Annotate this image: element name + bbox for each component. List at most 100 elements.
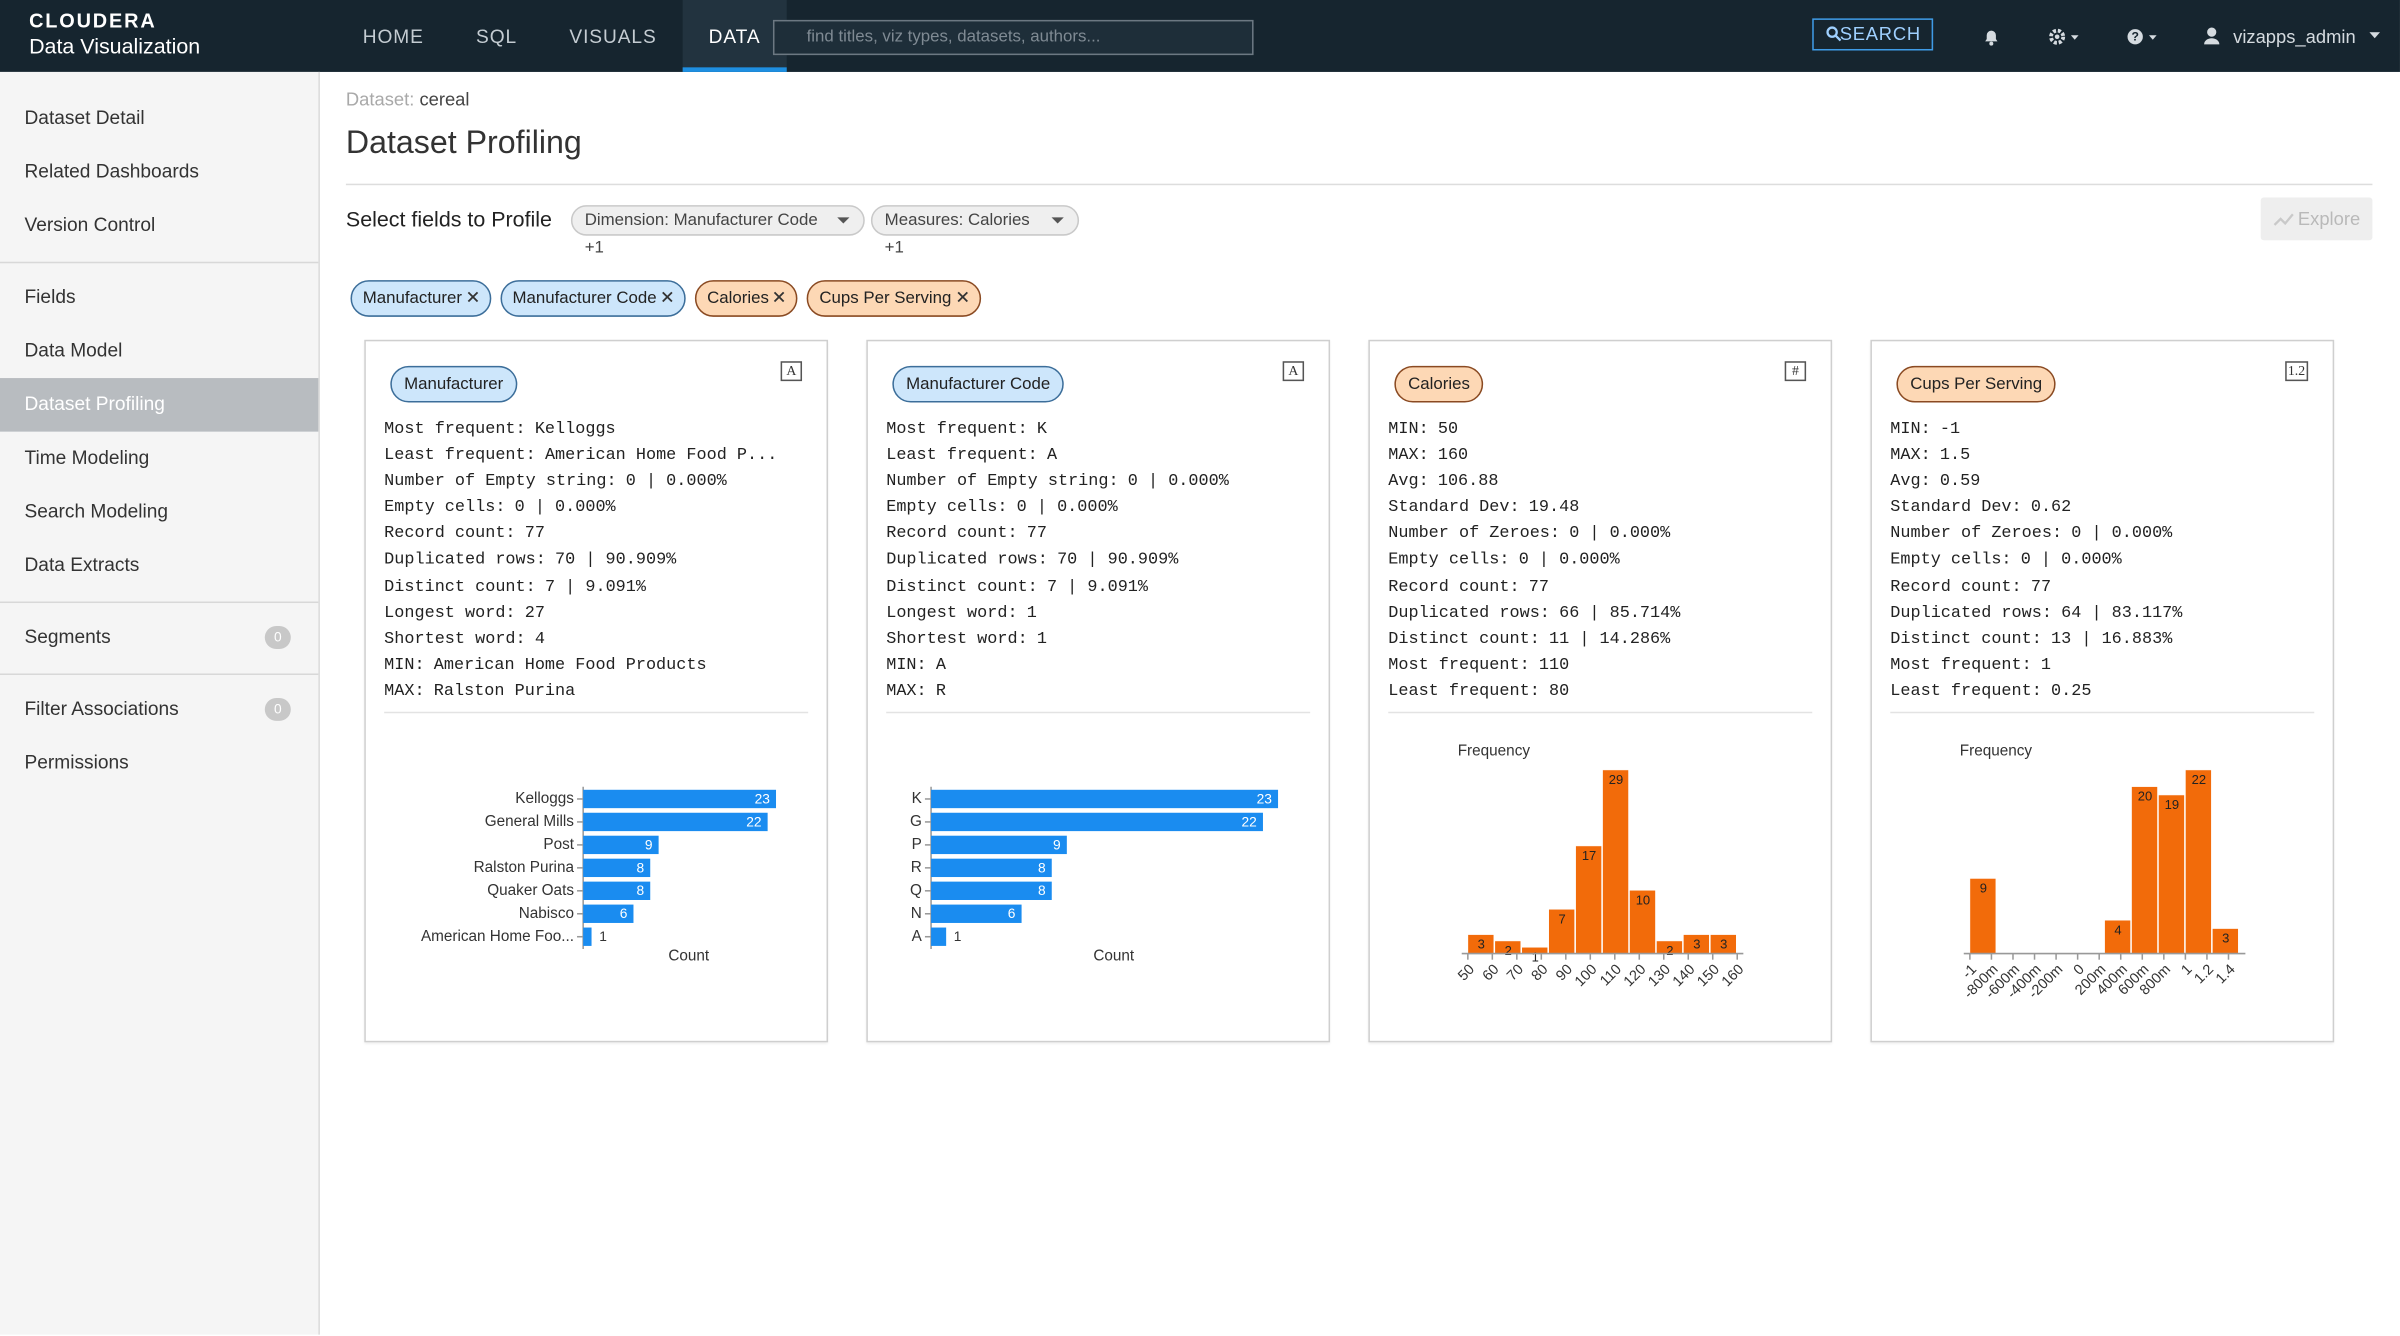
histogram-bar[interactable] [2104, 919, 2131, 954]
nav-item-label: Dataset Profiling [24, 393, 165, 415]
value-label: 3 [1478, 937, 1485, 952]
stat-key: Most frequent: [384, 420, 526, 440]
histogram-bar[interactable] [1575, 845, 1602, 954]
stat-row: Distinct count: 11 | 14.286% [1388, 627, 1680, 653]
histogram-bar[interactable] [2185, 769, 2212, 954]
badge: 0 [264, 697, 291, 721]
x-axis-label: Count [1093, 948, 1135, 965]
stat-key: Duplicated rows: [1890, 604, 2052, 623]
y-tick-label: G [910, 813, 922, 830]
stat-row: Avg: 106.88 [1388, 470, 1680, 496]
nav-item[interactable]: Version Control [0, 199, 318, 253]
stat-row: Record count: 77 [1388, 575, 1680, 601]
stat-key: Empty cells: [1388, 551, 1510, 571]
bar[interactable] [931, 858, 1052, 878]
bar[interactable] [931, 927, 947, 946]
stat-value: 19.48 [1528, 499, 1580, 518]
user-menu[interactable]: vizapps_admin [2233, 26, 2356, 48]
chip-remove[interactable] [773, 291, 785, 303]
value-label: 23 [1257, 791, 1273, 806]
type-icon: A [780, 361, 803, 382]
bar[interactable] [931, 812, 1263, 832]
nav-item[interactable]: Segments 0 [0, 611, 318, 665]
search-button-icon [1826, 26, 1842, 42]
nav-tab[interactable]: SQL [476, 26, 518, 48]
bar[interactable] [583, 927, 592, 946]
nav-item[interactable]: Dataset Profiling [0, 378, 319, 432]
stat-key: MIN: [1388, 420, 1429, 440]
help-icon[interactable]: ? [2126, 28, 2160, 46]
nav-item[interactable]: Permissions [0, 736, 318, 790]
value-label: 2 [1666, 943, 1673, 958]
histogram-bar[interactable] [1548, 908, 1575, 954]
bar[interactable] [931, 789, 1279, 809]
stat-key: Empty cells: [886, 499, 1008, 518]
nav-item-label: Related Dashboards [24, 160, 199, 183]
bar[interactable] [583, 881, 651, 900]
measure-dropdown[interactable]: Measures: Calories +1 [870, 205, 1080, 257]
field-chips: Manufacturer Manufacturer Code Calories Cup… [350, 280, 981, 317]
chip-label: Manufacturer [362, 289, 462, 308]
bar[interactable] [583, 858, 651, 878]
nav-item-label: Permissions [24, 751, 129, 773]
bar[interactable] [931, 835, 1067, 855]
nav-tab[interactable]: DATA [682, 0, 787, 72]
bar[interactable] [583, 904, 634, 923]
chip-remove[interactable] [467, 291, 479, 303]
nav-tab[interactable]: HOME [362, 26, 424, 48]
chip-remove[interactable] [661, 291, 673, 303]
value-label: 22 [1242, 814, 1257, 829]
nav-tab[interactable]: VISUALS [569, 26, 657, 48]
stat-row: Most frequent: 1 [1890, 653, 2182, 679]
stat-key: Record count: [384, 525, 516, 544]
bar[interactable] [583, 812, 768, 832]
profile-card: Calories # MIN: 50 MAX: 160 Avg: 106.88 Standard… [1368, 339, 1833, 1043]
stat-row: Shortest word: 4 [384, 627, 777, 653]
nav-item[interactable]: Filter Associations 0 [0, 683, 318, 737]
search-box[interactable]: find titles, viz types, datasets, author… [772, 19, 1254, 56]
nav-item[interactable]: Related Dashboards [0, 145, 318, 199]
search-button[interactable]: SEARCH [1812, 18, 1934, 51]
field-chip[interactable]: Manufacturer Code [500, 280, 686, 317]
dimension-dropdown[interactable]: Dimension: Manufacturer Code +1 [570, 205, 865, 257]
chart: K 23 G 22 P 9 R 8 Q 8 N 6 A 1 Count [910, 786, 1279, 965]
settings-icon[interactable] [2048, 28, 2082, 46]
stat-value: 0 | 0.000% [1518, 551, 1620, 571]
stat-row: Least frequent: 80 [1388, 679, 1680, 705]
bar[interactable] [931, 881, 1052, 900]
field-chip[interactable]: Cups Per Serving [807, 280, 981, 317]
bar[interactable] [583, 835, 659, 855]
x-tick-label: 1.4 [2213, 962, 2239, 988]
stat-key: Distinct count: [886, 577, 1038, 597]
histogram-bar[interactable] [1602, 769, 1629, 954]
page-title: Dataset Profiling [345, 125, 582, 161]
histogram-bar[interactable] [2212, 928, 2239, 954]
dataset-name[interactable]: cereal [419, 88, 470, 111]
stat-value: 11 | 14.286% [1549, 630, 1671, 649]
stat-row: Duplicated rows: 70 | 90.909% [886, 549, 1229, 575]
nav-item[interactable]: Fields [0, 271, 318, 325]
value-label: 3 [2222, 931, 2229, 946]
nav-item[interactable]: Search Modeling [0, 485, 318, 539]
stat-key: MIN: [1890, 420, 1931, 440]
bar[interactable] [931, 904, 1022, 923]
histogram-bar[interactable] [2158, 794, 2185, 954]
field-chip[interactable]: Manufacturer [350, 280, 492, 317]
chip-remove[interactable] [956, 291, 968, 303]
explore-button[interactable]: Explore [2260, 197, 2373, 241]
breadcrumb-label: Dataset: [345, 88, 415, 111]
nav-group: Filter Associations 0 Permissions [0, 675, 318, 799]
card-title: Manufacturer Code [892, 365, 1065, 403]
stat-value: 27 [524, 604, 545, 623]
bell-icon[interactable] [1982, 28, 2000, 46]
nav-item[interactable]: Data Model [0, 324, 318, 378]
histogram-bar[interactable] [1969, 878, 1997, 954]
bar[interactable] [583, 789, 777, 809]
nav-item[interactable]: Dataset Detail [0, 92, 318, 146]
histogram-bar[interactable] [2131, 786, 2158, 954]
nav-item[interactable]: Data Extracts [0, 539, 318, 593]
nav-item[interactable]: Time Modeling [0, 432, 318, 486]
stat-value: 7 | 9.091% [1046, 577, 1149, 597]
field-chip[interactable]: Calories [694, 280, 798, 317]
chart: Kelloggs 23 General Mills 22 Post 9 Ralston Pu… [421, 786, 777, 965]
